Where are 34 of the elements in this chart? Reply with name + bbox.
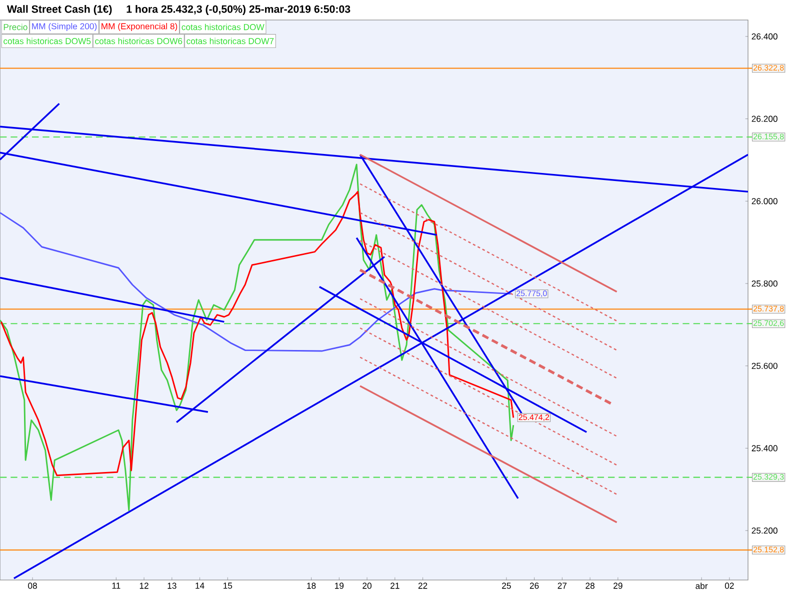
annotation: cotas historicas DOW7 bbox=[186, 38, 274, 44]
y-tick-label: 25.200 bbox=[752, 528, 778, 534]
y-tick-label: 26.200 bbox=[752, 116, 778, 122]
x-tick-label: 08 bbox=[28, 582, 37, 589]
x-tick-label: 20 bbox=[362, 582, 372, 589]
chart-title: Wall Street Cash (1€) bbox=[6, 5, 112, 15]
y-tick-label: 25.600 bbox=[752, 362, 778, 369]
x-tick-label: abr bbox=[696, 582, 708, 590]
x-tick-label: 29 bbox=[614, 582, 622, 589]
x-tick-label: 22 bbox=[418, 582, 428, 589]
x-tick-label: 14 bbox=[196, 582, 204, 589]
y-tick-label: 26.000 bbox=[752, 198, 778, 204]
annotation: cotas historicas DOW6 bbox=[95, 38, 182, 44]
chart-subtitle: 1 hora 25.432,3 (-0,50%) 25-mar-2019 6:50:03 bbox=[126, 5, 350, 15]
annotation: cotas historicas DOW5 bbox=[4, 38, 91, 44]
y-tick-label: 25.800 bbox=[752, 280, 778, 287]
x-tick-label: 12 bbox=[140, 582, 148, 589]
x-tick-label: 13 bbox=[168, 582, 176, 589]
x-tick-label: 19 bbox=[335, 582, 344, 589]
x-tick-label: 27 bbox=[558, 582, 567, 589]
x-tick-label: 15 bbox=[224, 582, 232, 589]
annotation: cotas historicas DOW bbox=[182, 24, 264, 30]
y-tick-label: 25.400 bbox=[752, 445, 778, 452]
text: MM (Simple 200) bbox=[32, 22, 97, 32]
x-tick-label: 28 bbox=[586, 582, 594, 589]
text: Precio bbox=[4, 24, 28, 30]
x-tick-label: 26 bbox=[530, 582, 539, 589]
x-tick-label: 11 bbox=[112, 582, 120, 589]
x-tick-label: 21 bbox=[390, 582, 400, 589]
x-tick-label: 25 bbox=[502, 582, 511, 589]
x-tick-label: 18 bbox=[307, 582, 316, 589]
text: MM (Exponencial 8) bbox=[102, 22, 178, 32]
x-tick-label: 02 bbox=[724, 582, 734, 589]
y-tick-label: 26.400 bbox=[752, 33, 778, 40]
